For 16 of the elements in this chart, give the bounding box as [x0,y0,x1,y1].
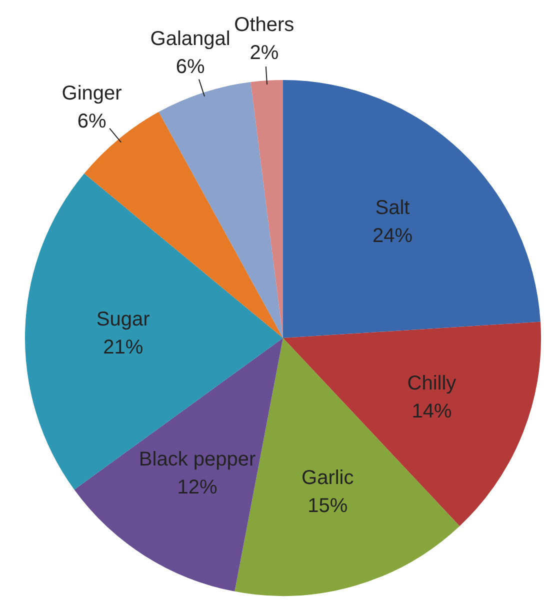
slice-label: Chilly [407,372,456,394]
data-label: 21% [103,336,144,358]
slice-label: Others [234,14,294,36]
data-label: 2% [250,42,279,64]
data-label: 14% [412,400,452,422]
slice-label: Galangal [150,28,230,50]
slice-label: Sugar [96,308,150,330]
data-label: 6% [77,110,106,132]
slice-label: Ginger [62,82,122,104]
slice-label: Black pepper [138,448,256,471]
data-label: 6% [176,56,205,78]
data-label: 12% [177,476,218,499]
data-label: 24% [372,224,413,247]
data-label: 15% [308,495,348,518]
slice-label: Garlic [302,467,354,490]
slice-label: Salt [375,196,410,219]
